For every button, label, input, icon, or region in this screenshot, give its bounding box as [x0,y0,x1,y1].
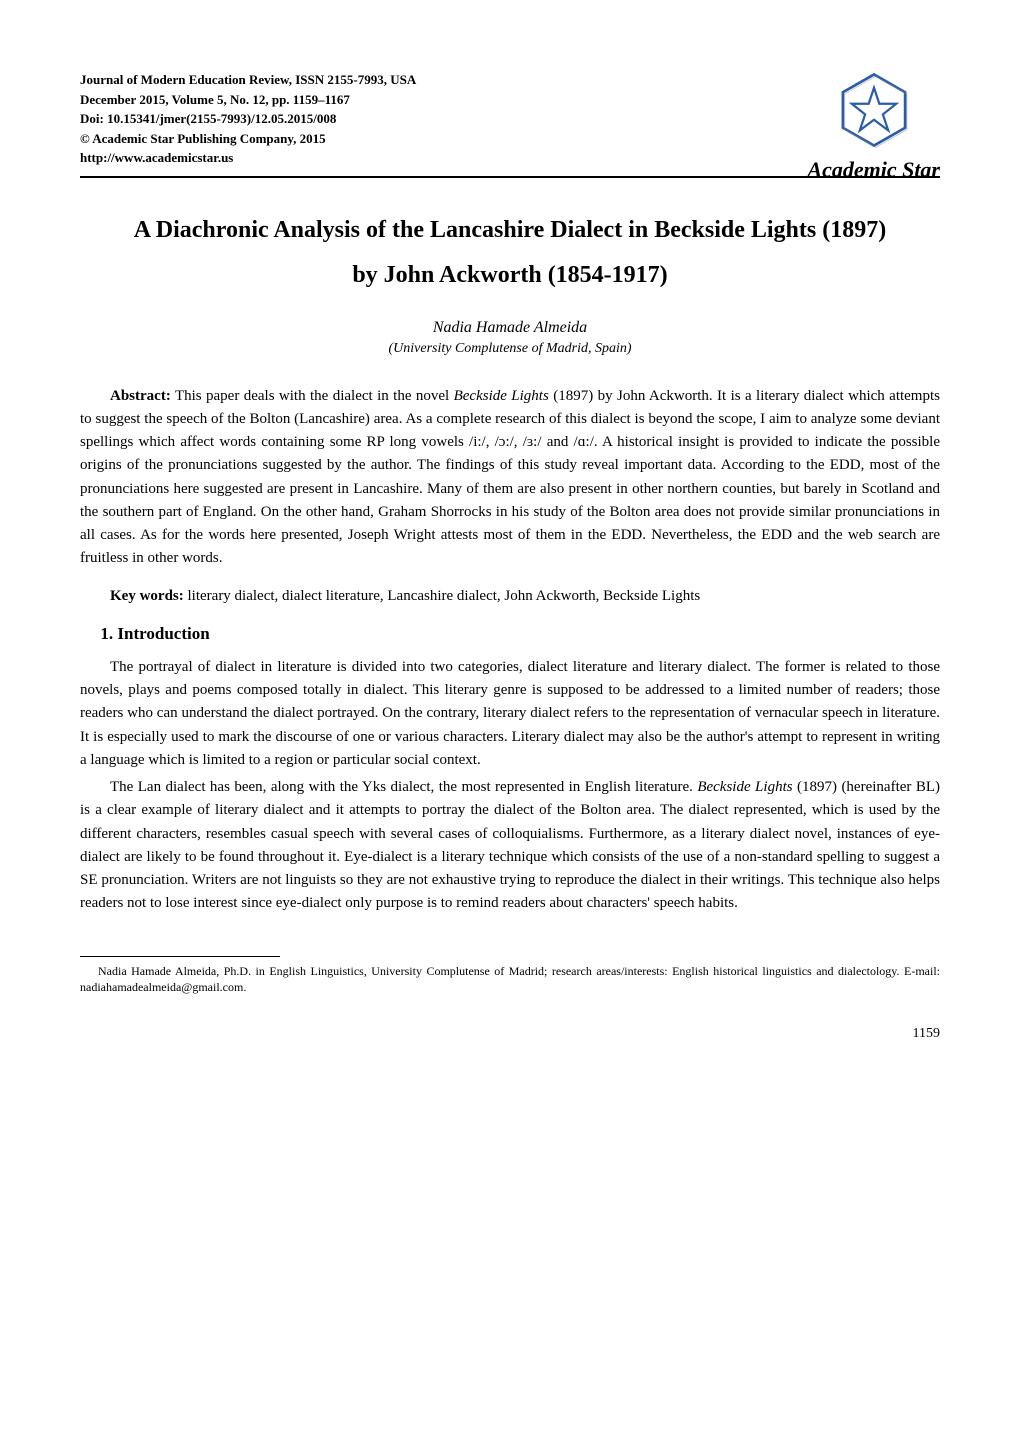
publisher-logo: Academic Star [807,70,940,183]
star-badge-icon [829,70,919,150]
abstract-italic-1: Beckside Lights [454,388,549,404]
keywords-paragraph: Key words: literary dialect, dialect lit… [80,585,940,608]
paper-title: A Diachronic Analysis of the Lancashire … [80,208,940,299]
logo-text: Academic Star [807,157,940,183]
keywords-text: literary dialect, dialect literature, La… [184,588,700,604]
author-affiliation: (University Complutense of Madrid, Spain… [80,341,940,357]
keywords-label: Key words: [110,588,184,604]
abstract-paragraph: Abstract: This paper deals with the dial… [80,385,940,571]
title-line-1: A Diachronic Analysis of the Lancashire … [134,217,886,243]
section-1-heading: 1. Introduction [100,624,940,644]
para-2-italic-1: Beckside Lights [697,779,792,795]
abstract-text-2: (1897) by John Ackworth. It is a literar… [80,388,940,567]
abstract-label: Abstract: [110,388,171,404]
para-2-text-2: (1897) (hereinafter BL) is a clear examp… [80,779,940,911]
header-block: Journal of Modern Education Review, ISSN… [80,70,940,178]
page-number: 1159 [80,1026,940,1042]
abstract-text-1: This paper deals with the dialect in the… [171,388,454,404]
title-line-2: by John Ackworth (1854-1917) [352,262,667,288]
author-name: Nadia Hamade Almeida [80,319,940,337]
footnote-divider [80,956,280,957]
footnote-text: Nadia Hamade Almeida, Ph.D. in English L… [80,963,940,997]
para-2-text-1: The Lan dialect has been, along with the… [110,779,697,795]
section-1-para-2: The Lan dialect has been, along with the… [80,776,940,916]
section-1-para-1: The portrayal of dialect in literature i… [80,656,940,772]
